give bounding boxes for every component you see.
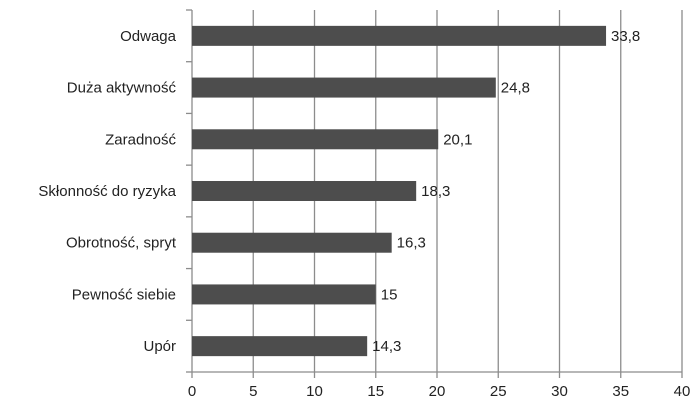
x-tick-label-20: 20 [429, 383, 446, 400]
bar-layer [192, 25, 607, 357]
data-label-4: 16,3 [397, 235, 426, 252]
category-label-2: Zaradność [105, 131, 176, 148]
x-tick-label-5: 5 [249, 383, 257, 400]
data-label-0: 33,8 [611, 28, 640, 45]
x-tick-label-15: 15 [367, 383, 384, 400]
data-label-3: 18,3 [421, 183, 450, 200]
bar-3 [192, 181, 417, 201]
category-label-5: Pewność siebie [72, 286, 176, 303]
bar-5 [192, 284, 376, 305]
category-label-6: Upór [143, 338, 176, 355]
data-label-2: 20,1 [443, 131, 472, 148]
bar-6 [192, 336, 368, 357]
x-tick-label-25: 25 [490, 383, 507, 400]
x-tick-label-40: 40 [674, 383, 691, 400]
category-label-4: Obrotność, spryt [66, 235, 177, 252]
x-tick-label-35: 35 [612, 383, 629, 400]
data-label-5: 15 [381, 286, 398, 303]
bar-1 [192, 77, 496, 98]
category-label-0: Odwaga [120, 28, 177, 45]
data-label-6: 14,3 [372, 338, 401, 355]
bar-0 [192, 25, 607, 46]
x-tick-label-0: 0 [188, 383, 196, 400]
category-label-3: Skłonność do ryzyka [38, 183, 176, 200]
data-label-1: 24,8 [501, 80, 530, 97]
x-tick-label-10: 10 [306, 383, 323, 400]
x-tick-label-30: 30 [551, 383, 568, 400]
category-label-1: Duża aktywność [67, 80, 177, 97]
bar-4 [192, 232, 392, 253]
label-layer: 0 5 10 15 20 25 30 35 40 Odwaga 33,8 Duża aktywność… [38, 28, 690, 400]
bar-2 [192, 129, 439, 150]
